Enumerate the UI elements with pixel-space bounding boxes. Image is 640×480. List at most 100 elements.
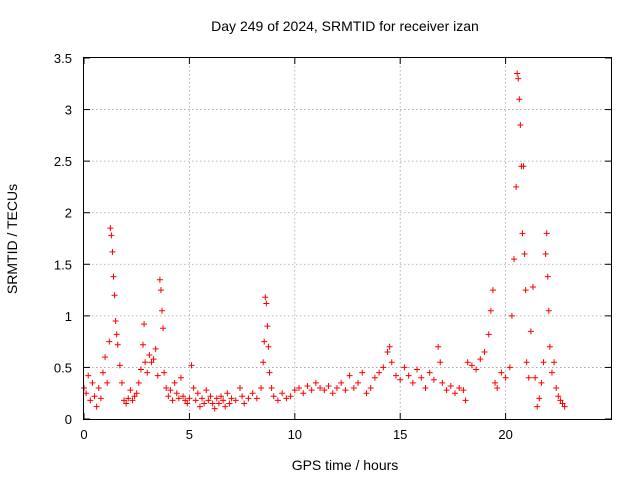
data-point [384, 348, 391, 355]
data-point [157, 287, 164, 294]
data-point [435, 343, 442, 350]
data-point [180, 393, 187, 400]
grid-lines [84, 58, 611, 419]
y-tick-label: 1 [65, 309, 72, 324]
data-point [380, 364, 387, 371]
data-point [544, 273, 551, 280]
data-point [137, 366, 144, 373]
data-point [367, 385, 374, 392]
data-point [93, 403, 100, 410]
data-point [127, 387, 134, 394]
data-point [317, 385, 324, 392]
data-point [430, 376, 437, 383]
data-point [83, 390, 90, 397]
x-tick-label: 5 [186, 427, 193, 442]
data-point [171, 379, 178, 386]
data-point [545, 307, 552, 314]
y-tick-label: 3.5 [54, 51, 72, 66]
data-point [520, 163, 527, 170]
data-point [112, 318, 119, 325]
data-point [559, 400, 566, 407]
data-point [222, 403, 229, 410]
data-point [513, 183, 520, 190]
data-point [464, 359, 471, 366]
data-point [182, 397, 189, 404]
data-point [543, 230, 550, 237]
data-point [536, 395, 543, 402]
data-point [527, 328, 534, 335]
data-point [175, 395, 182, 402]
data-point [279, 390, 286, 397]
data-point [125, 395, 132, 402]
data-point [481, 348, 488, 355]
data-point [405, 372, 412, 379]
data-point [129, 397, 136, 404]
data-point [207, 393, 214, 400]
data-point [253, 395, 260, 402]
data-point [95, 385, 102, 392]
data-point [154, 372, 161, 379]
data-point [211, 405, 218, 412]
data-point [165, 393, 172, 400]
data-point [386, 343, 393, 350]
data-point [401, 364, 408, 371]
data-point [241, 400, 248, 407]
data-point [118, 379, 125, 386]
data-point [102, 354, 109, 361]
data-point [158, 307, 165, 314]
data-point [312, 379, 319, 386]
data-point [167, 387, 174, 394]
data-point [456, 385, 463, 392]
data-point [548, 369, 555, 376]
data-point [460, 387, 467, 394]
data-point [414, 366, 421, 373]
data-point [553, 385, 560, 392]
data-point [110, 273, 117, 280]
data-point [266, 369, 273, 376]
data-point [296, 385, 303, 392]
x-tick-label: 0 [80, 427, 87, 442]
data-point [261, 338, 268, 345]
data-point [108, 232, 115, 239]
x-tick-label: 15 [393, 427, 407, 442]
data-point [522, 287, 529, 294]
data-point [205, 397, 212, 404]
data-point [355, 379, 362, 386]
data-point [388, 359, 395, 366]
data-point [116, 362, 123, 369]
data-point [209, 400, 216, 407]
data-point [107, 225, 114, 232]
data-point [131, 393, 138, 400]
data-point [104, 379, 111, 386]
data-point [268, 385, 275, 392]
axis-ticks [83, 57, 611, 420]
y-tick-label: 0 [65, 412, 72, 427]
data-point [443, 387, 450, 394]
data-point [89, 379, 96, 386]
data-point [492, 379, 499, 386]
data-point [291, 387, 298, 394]
data-point [359, 369, 366, 376]
data-point [350, 385, 357, 392]
data-point [542, 250, 549, 257]
data-point [186, 395, 193, 402]
data-point [447, 382, 454, 389]
data-point [156, 276, 163, 283]
data-point [169, 397, 176, 404]
data-point [534, 403, 541, 410]
data-point [422, 385, 429, 392]
data-point [525, 374, 532, 381]
data-point [270, 393, 277, 400]
data-point [304, 382, 311, 389]
data-point [371, 374, 378, 381]
data-point [502, 374, 509, 381]
data-point [220, 397, 227, 404]
data-point [540, 359, 547, 366]
data-point [418, 374, 425, 381]
data-point [363, 390, 370, 397]
data-point [485, 331, 492, 338]
data-point [325, 382, 332, 389]
data-point [515, 75, 522, 82]
data-point [477, 356, 484, 363]
